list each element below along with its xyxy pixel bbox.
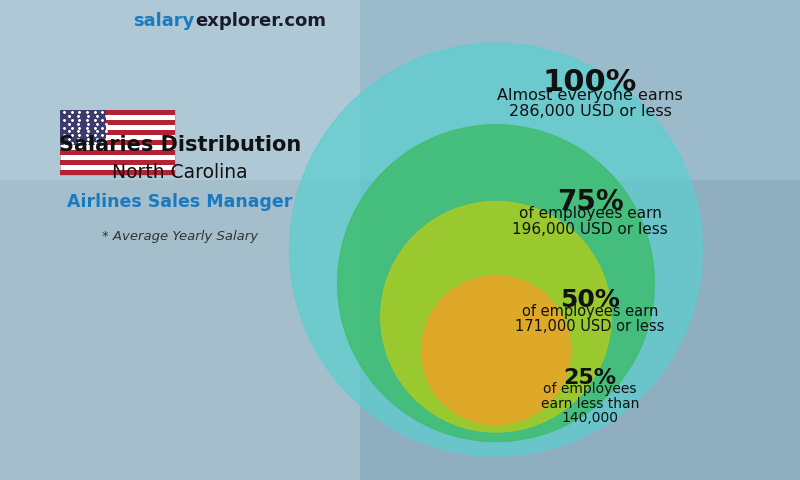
Text: 100%: 100%: [543, 68, 637, 97]
Bar: [0, 0, 360, 480]
Text: Airlines Sales Manager: Airlines Sales Manager: [67, 193, 293, 211]
Text: 171,000 USD or less: 171,000 USD or less: [515, 319, 665, 335]
Bar: [60, 160, 175, 165]
Text: explorer.com: explorer.com: [195, 12, 326, 30]
Bar: [60, 110, 175, 175]
Text: 140,000: 140,000: [562, 411, 618, 425]
Bar: [60, 140, 175, 145]
Text: North Carolina: North Carolina: [112, 163, 248, 182]
Bar: [60, 150, 175, 155]
Text: of employees earn: of employees earn: [522, 304, 658, 319]
Circle shape: [422, 276, 570, 425]
Bar: [60, 170, 175, 175]
Bar: [60, 120, 175, 125]
Text: 286,000 USD or less: 286,000 USD or less: [509, 105, 671, 120]
Text: Almost everyone earns: Almost everyone earns: [497, 88, 683, 103]
Text: * Average Yearly Salary: * Average Yearly Salary: [102, 230, 258, 243]
Text: 25%: 25%: [563, 368, 617, 388]
Circle shape: [381, 202, 611, 432]
Text: of employees earn: of employees earn: [518, 206, 662, 221]
Bar: [60, 110, 175, 115]
Text: of employees: of employees: [543, 383, 637, 396]
Text: salary: salary: [134, 12, 195, 30]
Text: 75%: 75%: [557, 188, 623, 216]
Text: earn less than: earn less than: [541, 397, 639, 411]
Bar: [0, 0, 800, 180]
Text: 196,000 USD or less: 196,000 USD or less: [512, 222, 668, 237]
Text: Salaries Distribution: Salaries Distribution: [59, 135, 301, 155]
Circle shape: [338, 125, 654, 442]
Circle shape: [290, 43, 702, 456]
Text: 50%: 50%: [560, 288, 620, 312]
Bar: [60, 110, 106, 145]
Bar: [60, 130, 175, 135]
